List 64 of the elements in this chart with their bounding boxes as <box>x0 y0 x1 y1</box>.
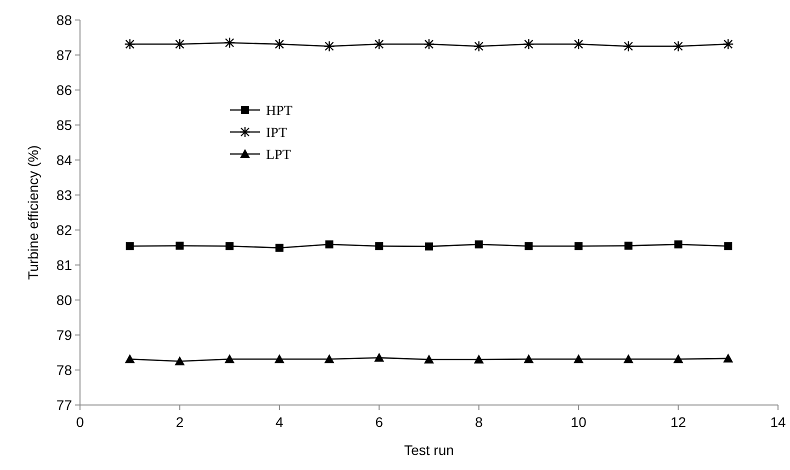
point <box>423 38 435 50</box>
point <box>324 40 335 52</box>
point <box>672 40 684 52</box>
point <box>674 240 682 248</box>
point <box>622 40 634 52</box>
point <box>574 242 583 250</box>
point <box>374 38 385 50</box>
point <box>424 354 434 364</box>
point <box>425 242 433 250</box>
y-tick-label: 84 <box>56 152 72 168</box>
y-tick-label: 87 <box>56 46 72 63</box>
point <box>124 38 136 50</box>
point <box>126 242 134 250</box>
point <box>474 354 484 364</box>
y-tick-label: 77 <box>56 396 72 413</box>
point <box>724 242 732 250</box>
x-tick-label: 4 <box>276 414 284 430</box>
legend-label: IPT <box>266 126 288 141</box>
point <box>673 354 684 364</box>
point <box>275 244 284 252</box>
point <box>624 242 632 250</box>
point <box>174 356 185 366</box>
y-tick-label: 83 <box>56 186 72 203</box>
y-tick-label: 82 <box>56 222 72 238</box>
x-tick-label: 8 <box>474 414 483 430</box>
legend-label: HPT <box>266 104 293 119</box>
x-tick-label: 0 <box>76 414 84 430</box>
point <box>174 38 186 50</box>
x-tick-label: 14 <box>770 414 786 430</box>
point <box>523 38 534 50</box>
point <box>226 242 234 250</box>
point <box>324 354 334 364</box>
point <box>473 40 484 52</box>
point <box>474 240 483 248</box>
y-tick-label: 78 <box>56 362 72 378</box>
y-tick-label: 81 <box>56 256 72 273</box>
point <box>224 354 235 364</box>
x-tick-label: 12 <box>670 414 686 430</box>
point <box>375 242 384 250</box>
y-tick-label: 80 <box>56 292 72 308</box>
y-tick-label: 88 <box>56 12 72 28</box>
y-tick-label: 79 <box>56 326 72 343</box>
point <box>274 354 284 364</box>
y-tick-label: 86 <box>56 82 72 98</box>
x-tick-label: 10 <box>570 414 587 430</box>
legend-label: LPT <box>266 148 292 163</box>
x-tick-label: 6 <box>375 414 384 430</box>
y-tick-label: 85 <box>56 116 72 133</box>
point <box>572 38 584 50</box>
point <box>722 38 734 50</box>
y-axis-title: Turbine efficiency (%) <box>25 145 41 280</box>
point <box>224 37 236 48</box>
point <box>176 242 184 250</box>
point <box>524 242 533 250</box>
point <box>723 353 734 362</box>
x-tick-label: 2 <box>176 414 184 430</box>
x-axis-title: Test run <box>404 442 454 458</box>
point <box>124 354 135 364</box>
point <box>374 352 384 362</box>
point <box>574 354 584 364</box>
point <box>623 354 634 364</box>
point <box>325 240 334 248</box>
point <box>524 354 534 364</box>
point <box>274 38 286 50</box>
